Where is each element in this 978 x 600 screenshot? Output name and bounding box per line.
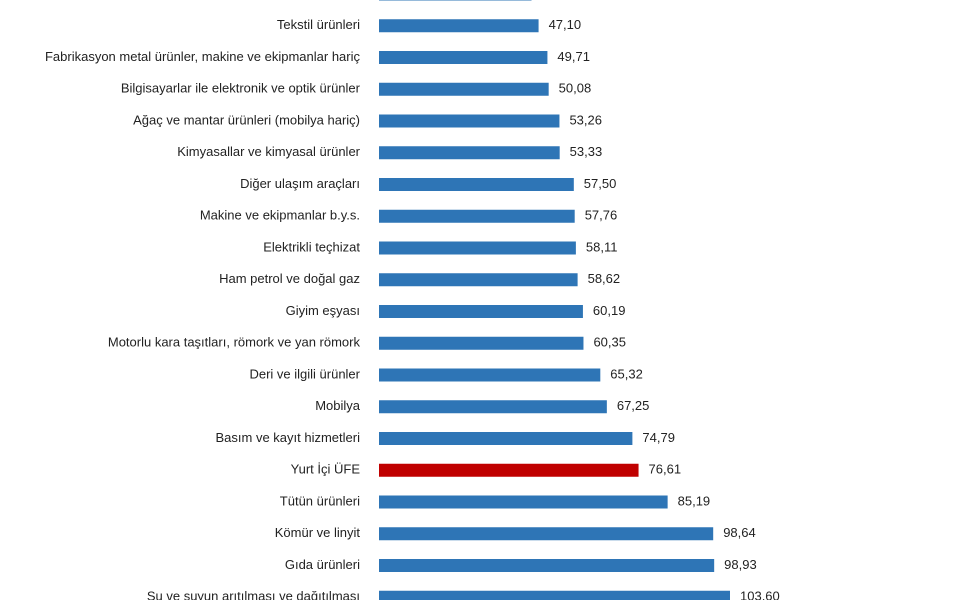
bar — [379, 241, 576, 255]
value-label: 98,64 — [723, 525, 756, 540]
category-label: Bilgisayarlar ile elektronik ve optik ür… — [121, 81, 361, 96]
bar — [379, 0, 532, 1]
value-label: 85,19 — [678, 493, 711, 508]
value-label: 50,08 — [559, 81, 592, 96]
bar — [379, 368, 601, 382]
bar — [379, 463, 639, 477]
value-label: 53,26 — [569, 112, 602, 127]
category-label: Makine ve ekipmanlar b.y.s. — [200, 208, 360, 223]
category-label: Mobilya — [315, 398, 361, 413]
bar — [379, 82, 549, 96]
category-label: Diğer ulaşım araçları — [240, 176, 360, 191]
bar — [379, 146, 560, 160]
category-label: Basım ve kayıt hizmetleri — [216, 430, 361, 445]
category-label: Fabrikasyon metal ürünler, makine ve eki… — [45, 49, 361, 64]
value-label: 58,11 — [586, 239, 618, 254]
category-label: Deri ve ilgili ürünler — [249, 366, 360, 381]
bar — [379, 209, 575, 223]
bar — [379, 527, 714, 541]
category-label: Su ve suyun arıtılması ve dağıtılması — [147, 589, 360, 600]
value-label: 53,33 — [570, 144, 603, 159]
value-label: 57,50 — [584, 176, 617, 191]
value-label: 58,62 — [588, 271, 621, 286]
category-label: Elektrikli teçhizat — [263, 239, 360, 254]
bar — [379, 495, 668, 509]
bar — [379, 559, 715, 572]
value-label: 103,60 — [740, 589, 780, 600]
bar — [379, 336, 584, 350]
category-label: Gıda ürünleri — [285, 557, 360, 572]
bar — [379, 305, 583, 318]
value-label: 74,79 — [642, 430, 675, 445]
value-label: 57,76 — [585, 208, 618, 223]
bar — [379, 178, 574, 191]
category-label: Kimyasallar ve kimyasal ürünler — [177, 144, 360, 159]
bar — [379, 114, 560, 128]
bar — [379, 590, 730, 600]
bar — [379, 400, 607, 414]
category-label: Tekstil ürünleri — [277, 17, 360, 32]
category-label: Kömür ve linyit — [275, 525, 361, 540]
value-label: 47,10 — [549, 17, 582, 32]
bar — [379, 273, 578, 287]
value-label: 67,25 — [617, 398, 650, 413]
category-label: Ağaç ve mantar ürünleri (mobilya hariç) — [133, 112, 360, 127]
value-label: 60,35 — [593, 335, 626, 350]
category-label: Yurt İçi ÜFE — [291, 462, 361, 477]
category-label: Tütün ürünleri — [280, 493, 360, 508]
value-label: 98,93 — [724, 557, 757, 572]
bar — [379, 432, 633, 445]
bar — [379, 51, 548, 64]
category-label: Motorlu kara taşıtları, römork ve yan rö… — [108, 335, 361, 350]
value-label: 65,32 — [610, 366, 643, 381]
category-label: Giyim eşyası — [286, 303, 360, 318]
bar — [379, 19, 539, 33]
value-label: 49,71 — [557, 49, 590, 64]
value-label: 76,61 — [649, 462, 682, 477]
category-label: Ham petrol ve doğal gaz — [219, 271, 360, 286]
value-label: 60,19 — [593, 303, 626, 318]
